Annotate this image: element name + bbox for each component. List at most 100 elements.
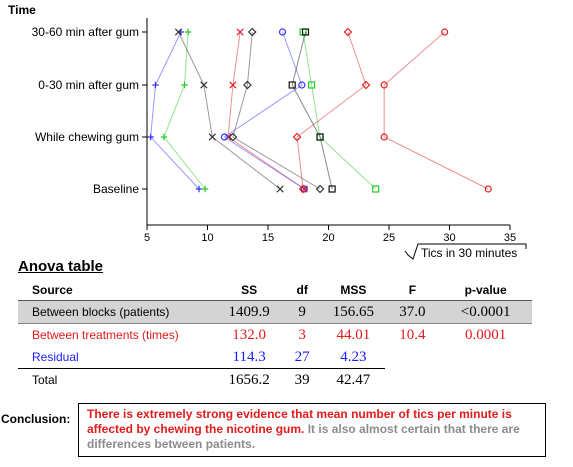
cell-df: 27 [294,348,310,365]
header-mss: MSS [321,279,386,301]
data-point-cross [208,133,216,141]
table-row-blocks: Between blocks (patients) 1409.9 9 156.6… [18,300,532,324]
cell-ss: 1409.9 [215,300,284,324]
series-line [178,31,281,190]
x-tick-label: 20 [322,232,334,244]
series-line [291,31,333,190]
data-point-cross [174,28,183,36]
cell-source: Between treatments (times) [32,328,179,342]
data-point-cross [276,185,284,193]
cell-f-empty [385,369,439,392]
cell-df: 39 [283,368,322,391]
x-axis-radical [404,243,527,260]
y-tick-label: Baseline [93,182,139,196]
data-point-diamond [292,132,302,142]
cell-source: Between blocks (patients) [18,300,216,324]
tics-chart: Time Baseline While chewing gum 0-30 min af… [8,3,527,260]
x-tick-label: 30 [443,232,455,244]
table-row-residual: Residual 114.3 27 4.23 [18,346,532,369]
data-point-square [301,28,310,36]
conclusion-box: There is extremely strong evidence that … [78,403,546,457]
y-axis-label: Time [8,3,36,17]
data-point-circle [380,133,388,141]
data-point-circle [380,81,388,89]
data-point-cross [236,28,244,36]
series-line [150,31,200,190]
data-point-circle [278,28,287,36]
data-point-square [288,81,296,89]
cell-p: 0.0001 [465,326,507,343]
data-point-cross [200,81,208,89]
data-point-plus [181,81,188,89]
anova-table: Source SS df MSS F p-value Between block… [18,279,532,391]
cell-f: 10.4 [399,326,426,343]
data-point-diamond [228,132,238,142]
conclusion-label: Conclusion: [1,412,71,426]
cell-source: Total [18,368,216,391]
anova-title: Anova table [18,258,104,275]
series-line [296,31,367,190]
cell-mss: 44.01 [336,326,371,343]
cell-f: 37.0 [385,300,440,324]
y-tick-label: While chewing gum [35,130,139,144]
data-point-circle [298,81,306,89]
header-p: p-value [439,279,532,301]
data-point-circle [484,185,492,193]
cell-mss: 42.47 [321,368,386,391]
cell-p-empty [439,346,532,369]
data-point-square [372,185,380,193]
cell-df: 3 [298,326,306,343]
cell-mss: 4.23 [340,348,367,365]
x-tick-label: 5 [144,232,150,244]
data-point-plus [201,185,209,193]
header-df: df [283,279,322,301]
cell-ss: 114.3 [232,348,266,365]
table-row-treatments: Between treatments (times) 132.0 3 44.01… [18,324,532,347]
header-ss: SS [215,279,284,301]
data-point-diamond [343,27,353,37]
data-point-plus [195,185,203,193]
cell-mss: 156.65 [321,300,386,324]
x-tick-label: 10 [201,232,213,244]
data-point-square [307,81,316,89]
series-line [383,31,489,190]
header-source: Source [18,279,216,301]
cell-f-empty [385,346,439,369]
data-point-plus [184,28,192,36]
x-tick-label: 35 [504,232,516,244]
data-point-circle [220,133,229,141]
cell-ss: 1656.2 [215,368,284,391]
data-point-circle [441,28,449,36]
x-axis-label: Tics in 30 minutes [421,246,517,260]
x-tick-label: 15 [262,232,274,244]
data-point-square [316,133,324,141]
chart-svg: Time Baseline While chewing gum 0-30 min af… [8,3,527,260]
conclusion-text-red: There is extremely strong evidence that … [87,407,512,436]
cell-source: Residual [32,350,79,364]
table-row-total: Total 1656.2 39 42.47 [18,368,532,392]
series-line [223,31,305,190]
data-point-diamond [243,80,252,90]
data-point-diamond [247,27,257,37]
y-tick-label: 0-30 min after gum [38,78,139,92]
series-line [232,31,321,190]
data-point-square [328,185,336,193]
conclusion-text-grey: It is also almost certain that there are… [87,422,520,451]
cell-p-empty [439,369,532,392]
series-line [163,31,206,190]
data-point-cross [229,81,237,89]
data-point-plus [152,81,159,89]
data-point-plus [147,133,154,141]
data-point-plus [160,133,168,141]
series-line [302,31,377,190]
cell-ss: 132.0 [232,326,266,343]
series-line [227,31,305,190]
header-f: F [385,279,440,301]
cell-p: <0.0001 [439,300,532,324]
cell-df: 9 [283,300,322,324]
x-tick-label: 25 [383,232,395,244]
data-point-diamond [298,184,308,194]
data-point-diamond [315,184,325,194]
anova-header-row: Source SS df MSS F p-value [18,279,532,301]
data-point-diamond [361,80,371,90]
